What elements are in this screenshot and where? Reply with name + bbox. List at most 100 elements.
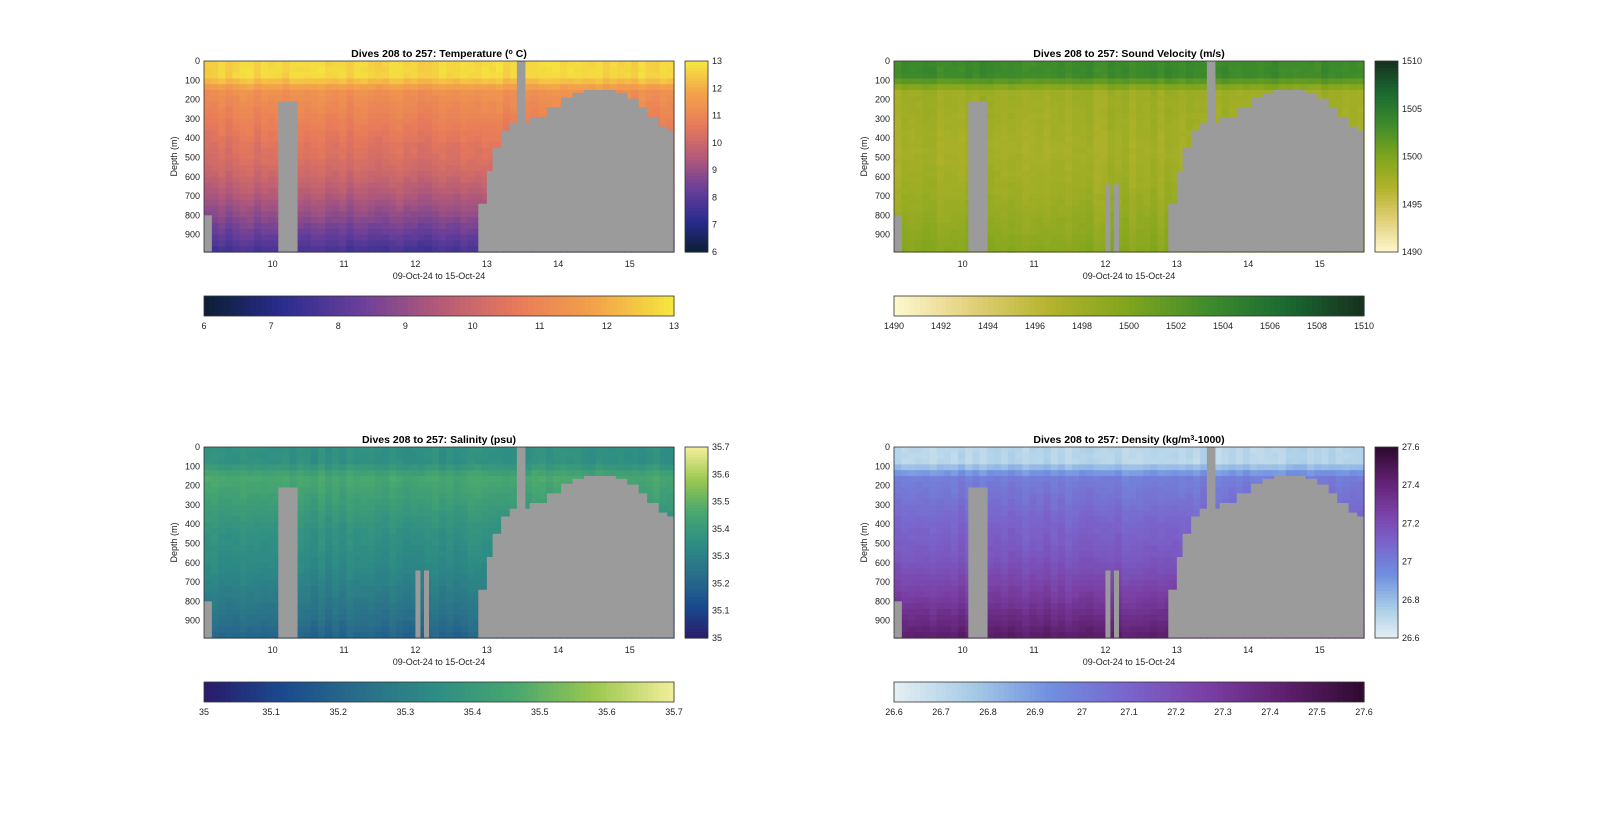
- sound-velocity-heatmap-cell: [943, 165, 952, 172]
- sound-velocity-bottom-colorbar-swatch: [1144, 296, 1151, 316]
- sound-velocity-heatmap-cell: [1136, 176, 1144, 184]
- temperature-heatmap-cell: [346, 84, 355, 91]
- sound-velocity-heatmap-cell: [1022, 84, 1030, 91]
- temperature-side-colorbar-swatch: [685, 76, 708, 81]
- sound-velocity-heatmap-cell: [965, 72, 973, 79]
- sound-velocity-heatmap-cell: [1178, 142, 1187, 149]
- sound-velocity-heatmap-cell: [1029, 95, 1038, 103]
- temperature-heatmap-cell: [453, 95, 461, 103]
- sound-velocity-heatmap-cell: [1114, 136, 1123, 143]
- temperature-heatmap-cell: [552, 89, 561, 97]
- temperature-heatmap-cell: [211, 118, 219, 126]
- salinity-heatmap-cell: [204, 580, 212, 587]
- sound-velocity-heatmap-cell: [1129, 205, 1137, 213]
- temperature-heatmap-cell: [481, 147, 490, 155]
- sound-velocity-heatmap-cell: [908, 113, 916, 120]
- sound-velocity-heatmap-cell: [950, 182, 959, 189]
- sound-velocity-side-colorbar-tick-label: 1505: [1402, 104, 1422, 114]
- temperature-seafloor-mask: [501, 130, 505, 252]
- temperature-seafloor-mask: [492, 147, 496, 252]
- sound-velocity-heatmap-cell: [908, 211, 916, 218]
- sound-velocity-bottom-colorbar-swatch: [1202, 296, 1208, 316]
- sound-velocity-heatmap-cell: [1057, 78, 1066, 85]
- sound-velocity-heatmap-cell: [1136, 66, 1144, 74]
- temperature-heatmap-cell: [510, 66, 518, 74]
- temperature-heatmap-cell: [446, 84, 454, 91]
- sound-velocity-heatmap-cell: [1050, 89, 1059, 97]
- sound-velocity-seafloor-mask: [1328, 107, 1332, 252]
- temperature-heatmap-cell: [268, 199, 276, 207]
- temperature-heatmap-cell: [410, 107, 419, 114]
- sound-velocity-heatmap-cell: [1171, 142, 1180, 149]
- salinity-heatmap-cell: [204, 591, 212, 599]
- sound-velocity-heatmap-cell: [1136, 223, 1144, 230]
- temperature-seafloor-mask: [592, 89, 596, 252]
- sound-velocity-heatmap-cell: [1072, 61, 1080, 68]
- temperature-heatmap-cell: [218, 95, 226, 103]
- sound-velocity-heatmap-cell: [1150, 246, 1159, 253]
- temperature-heatmap-cell: [410, 153, 419, 160]
- sound-velocity-heatmap-cell: [1143, 217, 1151, 224]
- temperature-heatmap-cell: [382, 89, 390, 97]
- sound-velocity-heatmap-cell: [1100, 107, 1109, 114]
- temperature-heatmap-cell: [424, 95, 433, 103]
- sound-velocity-heatmap-cell: [1121, 182, 1130, 189]
- sound-velocity-heatmap-cell: [1121, 66, 1130, 74]
- temperature-seafloor-mask: [566, 97, 571, 252]
- sound-velocity-heatmap-cell: [1107, 170, 1116, 178]
- sound-velocity-heatmap-cell: [1257, 78, 1265, 85]
- sound-velocity-heatmap-cell: [1100, 199, 1109, 207]
- temperature-heatmap-cell: [296, 124, 305, 132]
- sound-velocity-heatmap-cell: [1100, 124, 1109, 132]
- sound-velocity-heatmap-cell: [1022, 147, 1030, 155]
- sound-velocity-heatmap-cell: [1100, 217, 1109, 224]
- temperature-heatmap-cell: [225, 240, 234, 247]
- sound-velocity-heatmap-cell: [1000, 234, 1009, 242]
- sound-velocity-heatmap-cell: [1057, 124, 1066, 132]
- temperature-heatmap-cell: [410, 84, 419, 91]
- sound-velocity-heatmap-cell: [1100, 223, 1109, 230]
- temperature-heatmap-cell: [360, 142, 369, 149]
- sound-velocity-heatmap-cell: [1043, 223, 1052, 230]
- sound-velocity-heatmap-cell: [1029, 153, 1038, 160]
- sound-velocity-side-colorbar-swatch: [1375, 229, 1398, 234]
- temperature-heatmap-cell: [346, 107, 355, 114]
- temperature-heatmap-cell: [453, 240, 461, 247]
- sound-velocity-side-colorbar-swatch: [1375, 105, 1398, 110]
- temperature-heatmap-cell: [310, 188, 319, 195]
- temperature-heatmap-cell: [602, 84, 611, 91]
- sound-velocity-side-colorbar-swatch: [1375, 140, 1398, 145]
- temperature-heatmap-cell: [353, 246, 362, 253]
- temperature-heatmap-cell: [346, 211, 355, 218]
- sound-velocity-heatmap-cell: [950, 84, 959, 91]
- temperature-heatmap-cell: [460, 176, 469, 184]
- temperature-heatmap-cell: [246, 95, 255, 103]
- temperature-heatmap-cell: [325, 142, 333, 149]
- temperature-heatmap-cell: [424, 84, 433, 91]
- sound-velocity-heatmap-cell: [1000, 228, 1009, 236]
- temperature-heatmap-cell: [446, 246, 454, 253]
- temperature-heatmap-cell: [439, 211, 447, 218]
- sound-velocity-side-colorbar-swatch: [1375, 245, 1398, 250]
- temperature-heatmap-cell: [218, 89, 226, 97]
- sound-velocity-heatmap-cell: [901, 72, 909, 79]
- sound-velocity-heatmap-cell: [1143, 240, 1151, 247]
- temperature-heatmap-cell: [332, 159, 340, 166]
- temperature-heatmap-cell: [389, 89, 397, 97]
- temperature-heatmap-cell: [339, 194, 348, 201]
- temperature-heatmap-cell: [382, 72, 390, 79]
- sound-velocity-heatmap-cell: [936, 72, 945, 79]
- sound-velocity-seafloor-mask: [1359, 130, 1363, 252]
- sound-velocity-side-colorbar-swatch: [1375, 181, 1398, 186]
- temperature-heatmap-cell: [545, 101, 554, 108]
- sound-velocity-heatmap-cell: [1007, 113, 1016, 120]
- sound-velocity-heatmap-cell: [1036, 89, 1045, 97]
- sound-velocity-heatmap-cell: [943, 153, 952, 160]
- temperature-bottom-colorbar-swatch: [533, 296, 539, 316]
- temperature-heatmap-cell: [268, 153, 276, 160]
- temperature-heatmap-cell: [211, 188, 219, 195]
- temperature-heatmap-cell: [431, 246, 440, 253]
- sound-velocity-heatmap-cell: [1292, 66, 1301, 74]
- salinity-heatmap-cell: [204, 574, 212, 581]
